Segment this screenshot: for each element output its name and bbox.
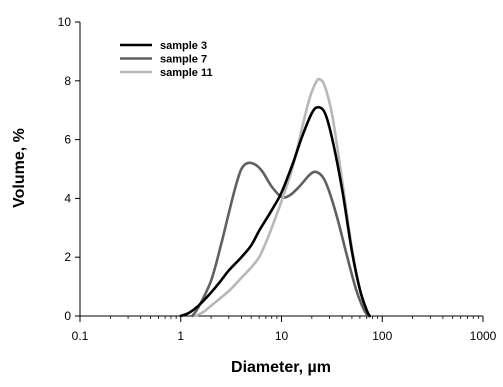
x-tick-label: 0.1 bbox=[72, 329, 89, 343]
x-tick-label: 1 bbox=[177, 329, 184, 343]
x-tick-label: 1000 bbox=[470, 329, 497, 343]
x-tick-label: 100 bbox=[372, 329, 392, 343]
series-line-2 bbox=[190, 161, 370, 318]
y-tick-label: 8 bbox=[64, 74, 71, 88]
legend-label: sample 3 bbox=[160, 40, 207, 52]
tick-marks bbox=[75, 21, 484, 322]
legend-label: sample 7 bbox=[160, 54, 207, 66]
y-axis-title: Volume, % bbox=[11, 128, 28, 208]
y-tick-label: 6 bbox=[64, 133, 71, 147]
y-tick-label: 0 bbox=[64, 309, 71, 323]
x-axis-title: Diameter, µm bbox=[231, 359, 331, 376]
y-tick-label: 4 bbox=[64, 191, 71, 205]
tick-labels: 0 2 4 6 8 10 0.1 1 10 100 1000 bbox=[58, 15, 497, 343]
x-tick-label: 10 bbox=[275, 329, 289, 343]
y-tick-label: 10 bbox=[58, 15, 72, 29]
series-line-1 bbox=[179, 105, 371, 318]
series-lines bbox=[179, 77, 372, 318]
legend-label: sample 11 bbox=[160, 67, 213, 79]
axes bbox=[79, 22, 483, 317]
y-tick-label: 2 bbox=[64, 250, 71, 264]
